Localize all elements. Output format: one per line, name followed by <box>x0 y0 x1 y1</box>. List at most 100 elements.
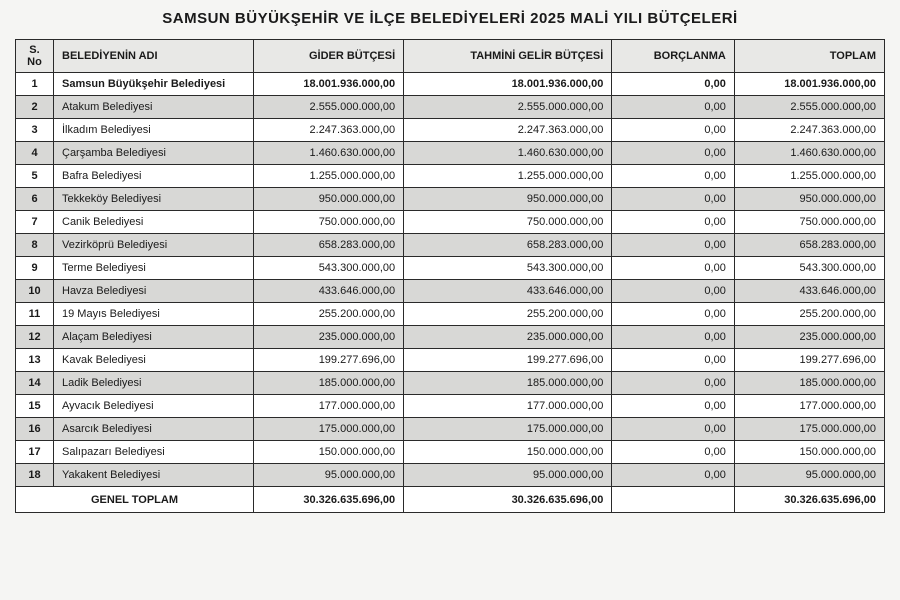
cell-name: Salıpazarı Belediyesi <box>54 441 254 464</box>
cell-gider: 175.000.000,00 <box>254 418 404 441</box>
cell-gider: 95.000.000,00 <box>254 464 404 487</box>
cell-gider: 2.247.363.000,00 <box>254 119 404 142</box>
table-row: 5Bafra Belediyesi 1.255.000.000,00 1.255.0… <box>16 165 885 188</box>
cell-no: 10 <box>16 280 54 303</box>
cell-gelir: 18.001.936.000,00 <box>404 73 612 96</box>
cell-no: 17 <box>16 441 54 464</box>
cell-borc: 0,00 <box>612 257 735 280</box>
cell-toplam: 199.277.696,00 <box>734 349 884 372</box>
cell-no: 12 <box>16 326 54 349</box>
cell-gider: 185.000.000,00 <box>254 372 404 395</box>
cell-name: Samsun Büyükşehir Belediyesi <box>54 73 254 96</box>
cell-no: 15 <box>16 395 54 418</box>
cell-gider: 1.460.630.000,00 <box>254 142 404 165</box>
cell-no: 18 <box>16 464 54 487</box>
cell-gider: 255.200.000,00 <box>254 303 404 326</box>
cell-borc: 0,00 <box>612 234 735 257</box>
cell-gelir: 750.000.000,00 <box>404 211 612 234</box>
cell-no: 4 <box>16 142 54 165</box>
total-gelir: 30.326.635.696,00 <box>404 487 612 513</box>
table-row: 12Alaçam Belediyesi235.000.000,00235.000… <box>16 326 885 349</box>
cell-name: Ladik Belediyesi <box>54 372 254 395</box>
cell-gelir: 177.000.000,00 <box>404 395 612 418</box>
cell-borc: 0,00 <box>612 142 735 165</box>
cell-toplam: 950.000.000,00 <box>734 188 884 211</box>
cell-gider: 950.000.000,00 <box>254 188 404 211</box>
cell-no: 13 <box>16 349 54 372</box>
cell-gelir: 150.000.000,00 <box>404 441 612 464</box>
cell-no: 7 <box>16 211 54 234</box>
col-header-gider: GİDER BÜTÇESİ <box>254 40 404 73</box>
cell-no: 16 <box>16 418 54 441</box>
cell-gelir: 95.000.000,00 <box>404 464 612 487</box>
cell-toplam: 750.000.000,00 <box>734 211 884 234</box>
table-row: 15Ayvacık Belediyesi177.000.000,00177.00… <box>16 395 885 418</box>
cell-name: Bafra Belediyesi <box>54 165 254 188</box>
cell-name: 19 Mayıs Belediyesi <box>54 303 254 326</box>
col-header-name: BELEDİYENİN ADI <box>54 40 254 73</box>
table-row: 14Ladik Belediyesi185.000.000,00185.000.… <box>16 372 885 395</box>
cell-toplam: 658.283.000,00 <box>734 234 884 257</box>
cell-gelir: 255.200.000,00 <box>404 303 612 326</box>
cell-toplam: 235.000.000,00 <box>734 326 884 349</box>
cell-borc: 0,00 <box>612 326 735 349</box>
cell-toplam: 1.255.000.000,00 <box>734 165 884 188</box>
cell-gider: 150.000.000,00 <box>254 441 404 464</box>
cell-gider: 235.000.000,00 <box>254 326 404 349</box>
cell-toplam: 18.001.936.000,00 <box>734 73 884 96</box>
table-header-row: S. No BELEDİYENİN ADI GİDER BÜTÇESİ TAHM… <box>16 40 885 73</box>
cell-name: Tekkeköy Belediyesi <box>54 188 254 211</box>
cell-name: Kavak Belediyesi <box>54 349 254 372</box>
cell-borc: 0,00 <box>612 303 735 326</box>
col-header-no: S. No <box>16 40 54 73</box>
cell-no: 6 <box>16 188 54 211</box>
cell-gelir: 658.283.000,00 <box>404 234 612 257</box>
cell-name: Vezirköprü Belediyesi <box>54 234 254 257</box>
table-row: 7Canik Belediyesi750.000.000,00750.000.0… <box>16 211 885 234</box>
page-title: SAMSUN BÜYÜKŞEHİR VE İLÇE BELEDİYELERİ 2… <box>15 10 885 27</box>
cell-name: Atakum Belediyesi <box>54 96 254 119</box>
cell-gelir: 433.646.000,00 <box>404 280 612 303</box>
cell-toplam: 2.555.000.000,00 <box>734 96 884 119</box>
cell-no: 5 <box>16 165 54 188</box>
col-header-gelir: TAHMİNİ GELİR BÜTÇESİ <box>404 40 612 73</box>
cell-toplam: 185.000.000,00 <box>734 372 884 395</box>
cell-borc: 0,00 <box>612 165 735 188</box>
table-row: 1119 Mayıs Belediyesi255.200.000,00255.2… <box>16 303 885 326</box>
cell-name: İlkadım Belediyesi <box>54 119 254 142</box>
cell-gider: 433.646.000,00 <box>254 280 404 303</box>
cell-name: Canik Belediyesi <box>54 211 254 234</box>
cell-gider: 543.300.000,00 <box>254 257 404 280</box>
cell-gider: 199.277.696,00 <box>254 349 404 372</box>
cell-gelir: 2.555.000.000,00 <box>404 96 612 119</box>
table-row: 6Tekkeköy Belediyesi950.000.000,00950.00… <box>16 188 885 211</box>
cell-toplam: 150.000.000,00 <box>734 441 884 464</box>
cell-no: 14 <box>16 372 54 395</box>
table-row: 18Yakakent Belediyesi95.000.000,0095.000… <box>16 464 885 487</box>
cell-borc: 0,00 <box>612 119 735 142</box>
cell-borc: 0,00 <box>612 395 735 418</box>
cell-gelir: 1.255.000.000,00 <box>404 165 612 188</box>
cell-borc: 0,00 <box>612 372 735 395</box>
cell-name: Terme Belediyesi <box>54 257 254 280</box>
cell-toplam: 433.646.000,00 <box>734 280 884 303</box>
cell-gider: 750.000.000,00 <box>254 211 404 234</box>
table-row: 10Havza Belediyesi433.646.000,00433.646.… <box>16 280 885 303</box>
budget-table: S. No BELEDİYENİN ADI GİDER BÜTÇESİ TAHM… <box>15 39 885 513</box>
total-toplam: 30.326.635.696,00 <box>734 487 884 513</box>
table-row: 13Kavak Belediyesi199.277.696,00199.277.… <box>16 349 885 372</box>
cell-name: Çarşamba Belediyesi <box>54 142 254 165</box>
cell-name: Ayvacık Belediyesi <box>54 395 254 418</box>
table-row: 9Terme Belediyesi543.300.000,00543.300.0… <box>16 257 885 280</box>
cell-gider: 18.001.936.000,00 <box>254 73 404 96</box>
total-row: GENEL TOPLAM 30.326.635.696,00 30.326.63… <box>16 487 885 513</box>
document-container: SAMSUN BÜYÜKŞEHİR VE İLÇE BELEDİYELERİ 2… <box>0 0 900 523</box>
cell-gelir: 235.000.000,00 <box>404 326 612 349</box>
cell-gelir: 175.000.000,00 <box>404 418 612 441</box>
cell-borc: 0,00 <box>612 349 735 372</box>
cell-toplam: 255.200.000,00 <box>734 303 884 326</box>
cell-gelir: 185.000.000,00 <box>404 372 612 395</box>
cell-borc: 0,00 <box>612 418 735 441</box>
cell-borc: 0,00 <box>612 188 735 211</box>
cell-no: 1 <box>16 73 54 96</box>
